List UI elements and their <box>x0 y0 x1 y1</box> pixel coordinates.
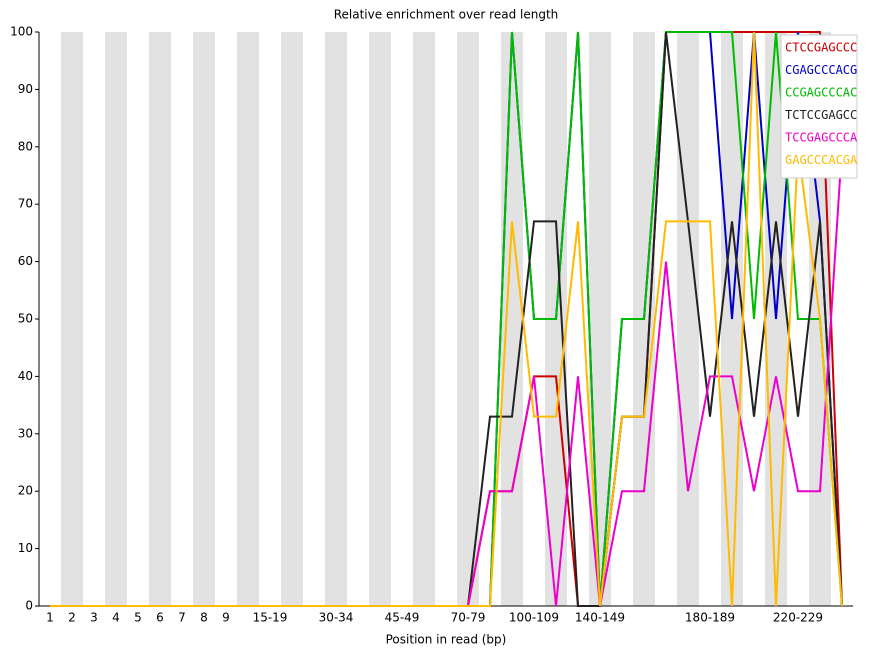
series-line <box>50 31 843 607</box>
y-tick-label: 20 <box>18 484 33 498</box>
legend-label: CGAGCCCACG <box>785 63 857 77</box>
legend-label: CCGAGCCCAC <box>785 86 857 100</box>
x-tick-label: 4 <box>112 611 120 625</box>
x-tick-label: 45-49 <box>385 611 420 625</box>
x-tick-label: 1 <box>46 611 54 625</box>
y-tick-label: 60 <box>18 254 33 268</box>
band-stripe <box>61 32 83 606</box>
x-tick-label: 5 <box>134 611 142 625</box>
band-stripe <box>281 32 303 606</box>
legend-label: TCTCCGAGCC <box>785 108 857 122</box>
x-tick-label: 8 <box>200 611 208 625</box>
x-tick-label: 140-149 <box>575 611 625 625</box>
y-tick-label: 50 <box>18 312 33 326</box>
legend-label: CTCCGAGCCC <box>785 41 857 55</box>
band-stripe <box>149 32 171 606</box>
y-tick-label: 70 <box>18 197 33 211</box>
y-tick-label: 30 <box>18 426 33 440</box>
band-stripe <box>105 32 127 606</box>
x-tick-label: 100-109 <box>509 611 559 625</box>
x-tick-label: 180-189 <box>685 611 735 625</box>
band-stripe <box>457 32 479 606</box>
x-tick-label: 15-19 <box>253 611 288 625</box>
x-tick-label: 7 <box>178 611 186 625</box>
chart-title: Relative enrichment over read length <box>334 8 559 22</box>
band-stripe <box>193 32 215 606</box>
y-tick-label: 90 <box>18 82 33 96</box>
x-tick-label: 3 <box>90 611 98 625</box>
y-tick-label: 10 <box>18 541 33 555</box>
x-tick-label: 30-34 <box>319 611 354 625</box>
legend: CTCCGAGCCC CGAGCCCACG CCGAGCCCAC TCTCCGAGCC… <box>780 34 858 179</box>
legend-label: GAGCCCACGA <box>785 153 858 167</box>
y-tick-label: 80 <box>18 139 33 153</box>
y-tick-label: 0 <box>25 599 33 613</box>
x-tick-label: 2 <box>68 611 76 625</box>
band-stripe <box>237 32 259 606</box>
band-stripe <box>369 32 391 606</box>
x-tick-label: 6 <box>156 611 164 625</box>
band-stripe <box>325 32 347 606</box>
y-tick-label: 40 <box>18 369 33 383</box>
x-tick-label: 220-229 <box>773 611 823 625</box>
x-tick-label: 70-79 <box>451 611 486 625</box>
legend-label: TCCGAGCCCA <box>785 131 858 145</box>
x-tick-label: 9 <box>222 611 230 625</box>
band-stripe <box>413 32 435 606</box>
y-tick-label: 100 <box>10 25 33 39</box>
x-axis-title: Position in read (bp) <box>386 633 507 647</box>
band-stripe <box>677 32 699 606</box>
band-stripe <box>501 32 523 606</box>
legend-box <box>780 34 858 179</box>
